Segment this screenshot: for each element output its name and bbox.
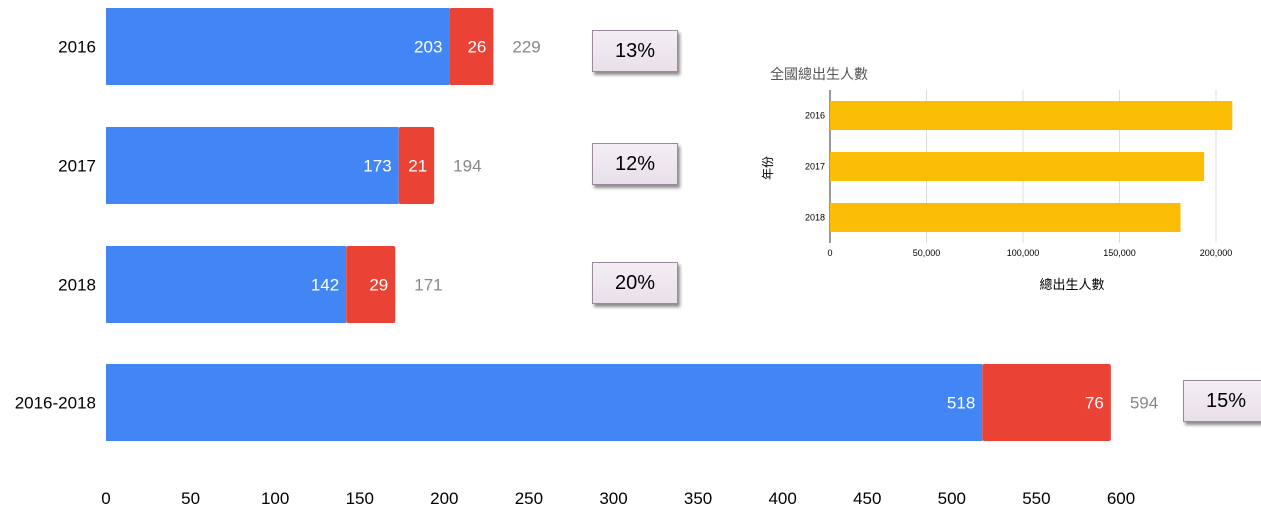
percent-box: 12% [592,143,678,185]
total-label: 594 [1130,394,1158,413]
category-label: 2016-2018 [15,394,96,413]
bar-segment-red [982,364,1111,441]
x-tick-label: 0 [101,489,110,507]
inset-x-tick-label: 200,000 [1200,248,1233,258]
inset-y-tick-label: 2016 [805,111,825,121]
inset-y-tick-label: 2018 [805,213,825,223]
inset-x-tick-label: 100,000 [1007,248,1040,258]
x-tick-label: 350 [684,489,712,507]
x-tick-label: 50 [181,489,200,507]
bar-segment-blue [106,364,983,441]
bar-segment-blue [106,8,450,85]
percent-box: 20% [592,262,678,304]
x-tick-label: 450 [853,489,881,507]
data-label-blue: 173 [363,157,391,176]
x-tick-label: 250 [515,489,543,507]
x-tick-label: 200 [430,489,458,507]
x-tick-label: 100 [261,489,289,507]
inset-bar [830,152,1205,181]
inset-y-axis-title: 年份 [761,156,775,180]
inset-y-tick-label: 2017 [805,162,825,172]
data-label-red: 21 [408,157,427,176]
x-tick-label: 600 [1107,489,1135,507]
data-label-blue: 142 [311,276,339,295]
data-label-red: 26 [467,38,486,57]
data-label-red: 76 [1085,394,1104,413]
bar-segment-blue [106,246,347,323]
percent-box: 15% [1183,380,1261,422]
category-label: 2017 [58,157,96,176]
bar-segment-red [346,246,396,323]
inset-title: 全國總出生人數 [770,66,868,82]
data-label-blue: 203 [414,38,442,57]
inset-x-tick-label: 150,000 [1103,248,1136,258]
inset-x-axis-title: 總出生人數 [1039,277,1104,292]
bar-segment-red [449,8,494,85]
x-tick-label: 550 [1022,489,1050,507]
x-tick-label: 150 [346,489,374,507]
inset-x-tick-label: 0 [827,248,832,258]
data-label-blue: 518 [947,394,975,413]
data-label-red: 29 [369,276,388,295]
x-tick-label: 400 [768,489,796,507]
category-label: 2018 [58,276,96,295]
inset-x-tick-label: 50,000 [913,248,941,258]
x-tick-label: 300 [599,489,627,507]
percent-box: 13% [592,30,678,72]
bar-segment-red [398,127,435,204]
total-label: 194 [453,157,481,176]
total-label: 171 [414,276,442,295]
inset-bar [830,101,1233,130]
total-label: 229 [512,38,540,57]
bar-segment-blue [106,127,399,204]
x-tick-label: 500 [938,489,966,507]
category-label: 2016 [58,38,96,57]
inset-bar [830,203,1181,232]
